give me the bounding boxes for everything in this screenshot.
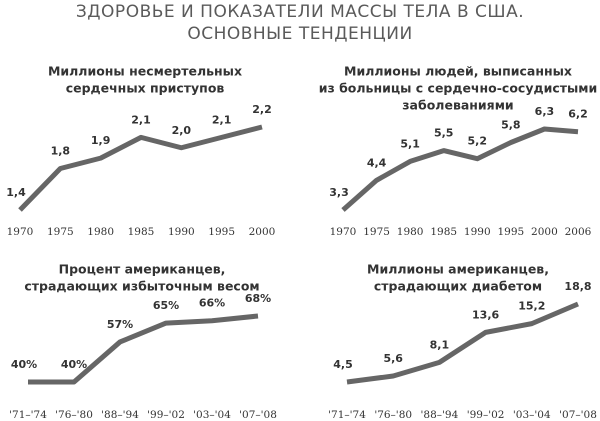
x-tick-label: '03–'04: [513, 409, 551, 421]
value-label: 2,2: [252, 103, 272, 116]
x-tick-label: '99–'02: [467, 409, 505, 421]
value-label: 65%: [153, 299, 179, 312]
x-tick-label: 1990: [168, 226, 195, 238]
line: [28, 313, 259, 385]
value-label: 40%: [61, 358, 87, 371]
x-tick-label: 1985: [430, 226, 457, 238]
chart-title: Миллионы людей, выписанных: [344, 64, 572, 79]
x-tick-label: '07–'08: [559, 409, 597, 421]
x-tick-label: 1980: [397, 226, 424, 238]
x-tick-label: '71–'74: [9, 409, 47, 421]
x-tick-label: 1995: [208, 226, 235, 238]
value-label: 1,4: [6, 186, 26, 199]
value-label: 66%: [199, 297, 225, 310]
value-label: 5,2: [468, 135, 488, 148]
value-label: 8,1: [430, 338, 450, 351]
value-label: 4,5: [333, 358, 353, 371]
x-tick-label: 1980: [87, 226, 114, 238]
line: [18, 124, 263, 212]
value-label: 2,1: [131, 113, 151, 126]
value-label: 57%: [107, 318, 133, 331]
x-tick-label: '76–'80: [374, 409, 412, 421]
page-title: ЗДОРОВЬЕ И ПОКАЗАТЕЛИ МАССЫ ТЕЛА В США.: [76, 2, 524, 22]
line: [346, 301, 579, 385]
chart-title: сердечных приступов: [66, 81, 225, 96]
x-tick-label: 1975: [47, 226, 74, 238]
chart-title: заболеваниями: [402, 98, 513, 113]
x-tick-label: '99–'02: [147, 409, 185, 421]
x-tick-label: '88–'94: [101, 409, 139, 421]
value-label: 18,8: [564, 280, 591, 293]
x-tick-label: 1975: [363, 226, 390, 238]
chart-title: страдающих диабетом: [374, 279, 542, 294]
x-tick-label: 2000: [531, 226, 558, 238]
value-label: 5,6: [383, 352, 403, 365]
x-tick-label: 1970: [330, 226, 357, 238]
line: [341, 126, 579, 212]
chart-title: Миллионы несмертельных: [48, 64, 242, 79]
x-tick-label: '03–'04: [193, 409, 231, 421]
x-tick-label: '76–'80: [55, 409, 93, 421]
x-tick-label: 1995: [497, 226, 524, 238]
value-label: 68%: [245, 292, 271, 305]
value-label: 2,1: [212, 113, 232, 126]
value-label: 5,1: [400, 137, 420, 150]
x-tick-label: '71–'74: [328, 409, 366, 421]
x-tick-label: 1985: [128, 226, 155, 238]
chart-title: из больницы с сердечно-сосудистыми: [319, 81, 598, 96]
chart-title: страдающих избыточным весом: [24, 279, 259, 294]
chart-title: Миллионы американцев,: [367, 262, 549, 277]
x-tick-label: '07–'08: [239, 409, 277, 421]
x-tick-label: 2000: [249, 226, 276, 238]
value-label: 3,3: [329, 186, 349, 199]
value-label: 40%: [11, 358, 37, 371]
chart-title: Процент американцев,: [59, 262, 226, 277]
value-label: 6,3: [535, 105, 555, 118]
value-label: 4,4: [367, 156, 387, 169]
x-tick-label: 1970: [7, 226, 34, 238]
page-title: ОСНОВНЫЕ ТЕНДЕНЦИИ: [187, 24, 412, 44]
x-tick-label: 1990: [464, 226, 491, 238]
value-label: 5,5: [434, 127, 454, 140]
value-label: 1,8: [51, 145, 71, 158]
value-label: 1,9: [91, 134, 111, 147]
x-tick-label: 2006: [565, 226, 592, 238]
value-label: 5,8: [501, 119, 521, 132]
x-tick-label: '88–'94: [421, 409, 459, 421]
value-label: 15,2: [518, 300, 545, 313]
value-label: 6,2: [568, 108, 588, 121]
value-label: 13,6: [472, 308, 499, 321]
value-label: 2,0: [172, 124, 192, 137]
